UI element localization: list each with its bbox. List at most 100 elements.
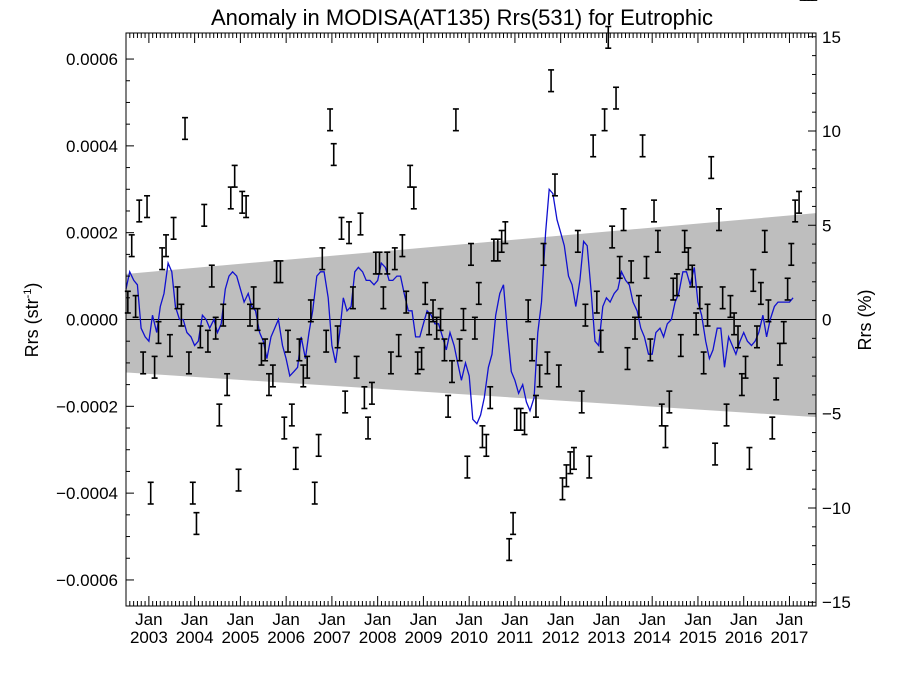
errorbar-point <box>445 394 452 418</box>
errorbar-point <box>521 412 528 436</box>
errorbar-point <box>700 351 707 375</box>
errorbar-point <box>380 286 387 310</box>
anomaly-line-layer <box>125 187 794 425</box>
errorbar-point <box>536 364 543 388</box>
x-tick-month-label: Jan <box>135 610 162 629</box>
y-tick-label: 0.0000 <box>66 311 118 330</box>
errorbar-point <box>570 446 577 471</box>
errorbar-point <box>765 299 772 323</box>
errorbar-point <box>357 212 364 236</box>
errorbar-point <box>746 446 753 471</box>
errorbar-point <box>548 69 555 93</box>
errorbar-point <box>532 394 539 418</box>
errorbar-point <box>639 134 646 158</box>
errorbar-point <box>738 372 745 397</box>
errorbar-point <box>319 247 326 271</box>
errorbar-point <box>715 208 722 232</box>
errorbar-point <box>327 108 334 132</box>
x-tick-month-label: Jan <box>227 610 254 629</box>
x-tick-month-label: Jan <box>455 610 482 629</box>
errorbar-point <box>578 390 585 414</box>
errorbar-point <box>613 86 620 110</box>
uncertainty-band-layer <box>126 213 816 418</box>
errorbar-point <box>418 346 425 371</box>
errorbar-point <box>155 320 162 345</box>
y2-tick-label: 0 <box>822 311 831 330</box>
errorbar-point <box>216 403 223 427</box>
y2-tick-label: −15 <box>822 593 851 612</box>
errorbar-point <box>403 290 410 314</box>
y-axis-label-main: Rrs (str <box>22 298 42 357</box>
x-tick-year-label: 2016 <box>725 628 763 647</box>
y2-tick-label: 5 <box>822 216 831 235</box>
x-tick-year-label: 2017 <box>771 628 809 647</box>
errorbar-point <box>673 273 680 297</box>
y-axis-label: Rrs (str-1) <box>22 283 42 358</box>
errorbar-point <box>471 316 478 340</box>
errorbar-point <box>769 416 776 440</box>
x-tick-year-label: 2004 <box>176 628 214 647</box>
errorbar-point <box>677 333 684 358</box>
errorbar-point <box>178 303 185 327</box>
x-tick-year-label: 2007 <box>313 628 351 647</box>
errorbar-point <box>307 299 314 323</box>
x-tick-month-label: Jan <box>364 610 391 629</box>
y2-tick-label: 15 <box>822 28 841 47</box>
errorbar-point <box>262 338 269 362</box>
errorbar-point <box>502 221 509 245</box>
errorbar-point <box>254 307 261 332</box>
errorbar-point <box>140 351 147 375</box>
errorbar-point <box>441 338 448 362</box>
errorbar-point <box>281 416 288 440</box>
y-tick-label: 0.0006 <box>66 50 118 69</box>
right-y-axis: −15 −10 −5 0 5 10 15 <box>808 28 851 612</box>
errorbar-point <box>170 216 177 240</box>
errorbar-point <box>231 164 238 188</box>
errorbar-point <box>605 25 612 49</box>
errorbar-point <box>753 325 760 349</box>
errorbar-point <box>147 481 154 505</box>
x-tick-year-label: 2006 <box>267 628 305 647</box>
errorbar-point <box>651 199 658 223</box>
chart-title: Anomaly in MODISA(AT135) Rrs(531) for Eu… <box>211 5 713 30</box>
errorbar-point <box>189 481 196 505</box>
errorbar-point <box>342 390 349 414</box>
errorbar-point <box>433 316 440 340</box>
errorbar-point <box>128 234 135 258</box>
errorbar-point <box>330 142 337 167</box>
left-y-axis: −0.0006 −0.0004 −0.0002 0.0000 0.0002 0.0004 0… <box>56 50 134 590</box>
errorbar-point <box>551 173 558 197</box>
errorbar-point <box>628 260 635 284</box>
y-tick-label: −0.0004 <box>56 484 118 503</box>
errorbar-point <box>269 364 276 388</box>
errorbar-point <box>681 229 688 254</box>
errorbar-point <box>513 407 520 431</box>
x-tick-year-label: 2015 <box>679 628 717 647</box>
errorbar-point <box>540 242 547 267</box>
errorbar-point <box>349 286 356 310</box>
errorbar-point <box>235 468 242 492</box>
errorbar-point <box>437 307 444 332</box>
errorbar-point <box>368 381 375 405</box>
errorbar-point <box>616 255 623 280</box>
errorbar-point <box>586 455 593 479</box>
errorbar-point <box>479 425 486 449</box>
x-tick-year-label: 2011 <box>497 628 534 647</box>
errorbar-point <box>784 277 791 301</box>
errorbar-point <box>304 355 311 379</box>
x-tick-month-label: Jan <box>593 610 620 629</box>
errorbar-point <box>208 264 215 288</box>
y-tick-label: 0.0002 <box>66 224 118 243</box>
errorbar-point <box>731 312 738 336</box>
errorbar-point <box>788 242 795 267</box>
y-tick-label: −0.0006 <box>56 571 118 590</box>
errorbar-point <box>132 294 139 319</box>
errorbar-point <box>376 251 383 275</box>
errorbar-point <box>452 108 459 132</box>
errorbar-point <box>338 216 345 240</box>
errorbar-point <box>284 329 291 353</box>
errorbar-point <box>670 277 677 301</box>
errorbar-point <box>212 316 219 340</box>
errorbar-point <box>151 355 158 379</box>
errorbar-point <box>723 403 730 427</box>
